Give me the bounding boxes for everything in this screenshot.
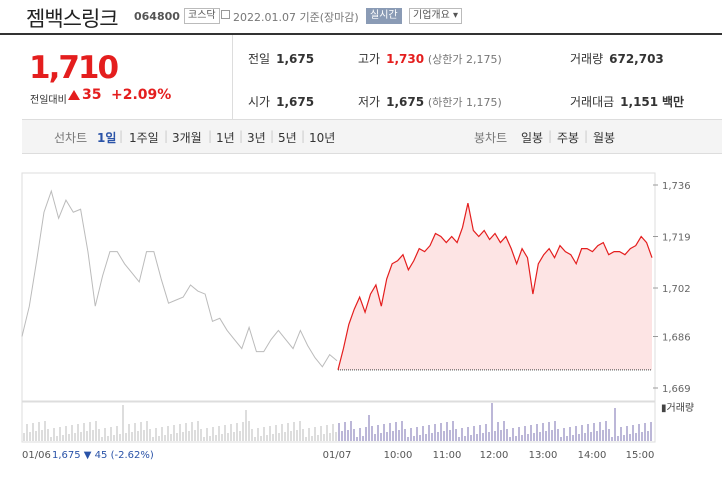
open-cell: 시가 1,675 [248, 93, 314, 110]
tab-1d[interactable]: 1일 [97, 131, 117, 145]
current-price: 1,710 [29, 50, 119, 86]
summary-divider [232, 35, 233, 119]
lower-limit: (하한가 1,175) [427, 96, 502, 109]
stock-header: 젬백스링크 064800 코스닥 2022.01.07 기준(장마감) 실시간 … [0, 0, 722, 34]
tab-separator: | [164, 129, 169, 143]
y-tick-label: 1,686 [662, 332, 691, 343]
low-value: 1,675 [386, 95, 425, 109]
volume-value: 672,703 [609, 52, 664, 66]
amount-unit: 백만 [661, 95, 685, 109]
tab-10y[interactable]: 10년 [309, 131, 336, 145]
plot-frame [21, 172, 656, 403]
market-badge: 코스닥 [184, 8, 220, 24]
tab-separator: | [239, 129, 244, 143]
chevron-down-icon: ▾ [453, 10, 459, 21]
x-tick-label: 11:00 [433, 450, 462, 461]
y-tick-label: 1,736 [662, 181, 691, 192]
corp-info-label: 기업개요 [413, 10, 450, 21]
up-triangle-icon [68, 90, 80, 100]
tab-5y[interactable]: 5년 [278, 131, 297, 145]
amount-cell: 거래대금 1,151 백만 [570, 93, 684, 110]
today-price-line [337, 203, 653, 370]
corp-info-dropdown[interactable]: 기업개요 ▾ [409, 8, 463, 24]
tab-weekly[interactable]: 주봉 [557, 131, 580, 145]
tab-separator: | [584, 129, 589, 143]
tab-monthly[interactable]: 월봉 [593, 131, 616, 145]
volume-frame [21, 400, 656, 443]
tab-1y[interactable]: 1년 [216, 131, 235, 145]
x-tick-label: 12:00 [480, 450, 509, 461]
low-cell: 저가 1,675 (하한가 1,175) [358, 93, 502, 110]
change-percent: +2.09% [111, 87, 172, 103]
line-chart-label: 선차트 [54, 131, 88, 145]
prev-day-info: 1,675 ▼ 45 (-2.62%) [52, 450, 154, 461]
prev-close-label: 전일 [248, 52, 271, 66]
tab-separator: | [301, 129, 306, 143]
prev-day-line [21, 189, 338, 368]
volume-legend: ▮거래량 [661, 402, 694, 414]
calendar-icon [221, 10, 230, 19]
high-cell: 고가 1,730 (상한가 2,175) [358, 50, 502, 67]
y-tick-label: 1,669 [662, 384, 691, 395]
x-tick-label: 10:00 [384, 450, 413, 461]
chart-tabs: 선차트 1일 | 1주일 | 3개월 | 1년 | 3년 | 5년 | 10년 … [22, 120, 722, 154]
x-tick-label: 13:00 [529, 450, 558, 461]
prev-close-value: 1,675 [276, 52, 315, 66]
volume-label: 거래량 [570, 52, 604, 66]
y-tick-label: 1,702 [662, 284, 691, 295]
tab-separator: | [548, 129, 553, 143]
upper-limit: (상한가 2,175) [427, 53, 502, 66]
today-area-fill [338, 203, 652, 370]
tab-separator: | [119, 129, 124, 143]
y-tick-label: 1,719 [662, 233, 691, 244]
prev-close-cell: 전일 1,675 [248, 50, 314, 67]
open-value: 1,675 [276, 95, 315, 109]
base-date: 2022.01.07 기준(장마감) [233, 11, 359, 24]
tab-3m[interactable]: 3개월 [172, 131, 202, 145]
candle-chart-label: 봉차트 [474, 131, 508, 145]
x-tick-label: 01/07 [323, 450, 352, 461]
high-label: 고가 [358, 52, 381, 66]
stock-code: 064800 [134, 10, 180, 23]
tab-3y[interactable]: 3년 [247, 131, 266, 145]
tab-1w[interactable]: 1주일 [129, 131, 159, 145]
change-value: 35 [82, 87, 102, 103]
x-tick-label: 14:00 [578, 450, 607, 461]
x-tick-label: 01/06 [22, 450, 51, 461]
high-value: 1,730 [386, 52, 425, 66]
volume-cell: 거래량 672,703 [570, 50, 664, 67]
intraday-chart: 1,736 1,719 1,702 1,686 1,669 ▮거래량 01/06 01/07 1… [21, 172, 694, 461]
tab-separator: | [270, 129, 275, 143]
change-label: 전일대비 [30, 95, 67, 106]
tab-separator: | [208, 129, 213, 143]
realtime-button[interactable]: 실시간 [366, 8, 402, 24]
low-label: 저가 [358, 95, 381, 109]
tab-daily[interactable]: 일봉 [521, 131, 544, 145]
x-tick-label: 15:00 [626, 450, 655, 461]
amount-label: 거래대금 [570, 95, 615, 109]
amount-value: 1,151 [620, 95, 659, 109]
open-label: 시가 [248, 95, 271, 109]
stock-name: 젬백스링크 [26, 7, 119, 31]
price-summary: 1,710 전일대비 35 +2.09% 전일 1,675 시가 1,675 고가 1… [22, 35, 722, 120]
header-divider [0, 33, 722, 35]
